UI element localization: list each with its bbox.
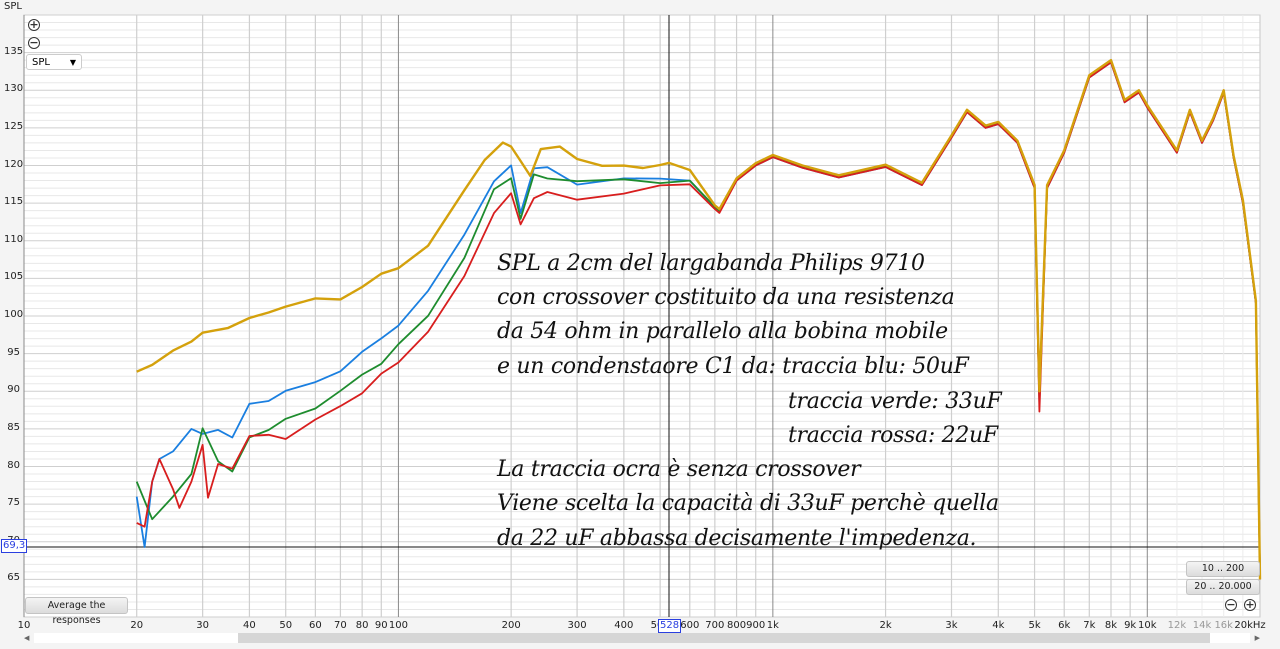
x-tick-label: 10k bbox=[1138, 620, 1157, 631]
x-tick-label: 8k bbox=[1104, 620, 1118, 631]
y-tick-label: 65 bbox=[7, 572, 20, 584]
x-tick-label: 900 bbox=[746, 620, 766, 631]
annotation-line: Viene scelta la capacità di 33uF perchè … bbox=[497, 491, 999, 516]
x-tick-label: 20kHz bbox=[1234, 620, 1266, 631]
average-responses-button[interactable]: Average the responses bbox=[25, 597, 128, 626]
x-tick-label: 2k bbox=[879, 620, 892, 631]
x-tick-label: 30 bbox=[196, 620, 210, 631]
y-tick-label: 90 bbox=[7, 384, 20, 396]
x-tick-label: 200 bbox=[501, 620, 521, 631]
zoom-in-icon[interactable]: + bbox=[28, 18, 40, 31]
x-tick-label: 600 bbox=[680, 620, 700, 631]
cursor-lines bbox=[24, 15, 1260, 617]
y-tick-label: 105 bbox=[4, 271, 24, 283]
range-10-200-button[interactable]: 10 .. 200 bbox=[1186, 561, 1260, 577]
annotation-line: traccia verde: 33uF bbox=[788, 389, 1002, 414]
y-tick-label: 100 bbox=[4, 309, 24, 320]
y-tick-label: 85 bbox=[7, 421, 20, 433]
x-tick-label: 40 bbox=[243, 620, 256, 631]
grid bbox=[23, 14, 1261, 618]
x-tick-label: 7k bbox=[1083, 620, 1096, 631]
annotation-line: traccia rossa: 22uF bbox=[788, 423, 998, 448]
x-tick-label: 14k bbox=[1192, 620, 1212, 631]
annotation-line: con crossover costituito da una resisten… bbox=[497, 285, 955, 310]
y-tick-label: 125 bbox=[4, 120, 24, 132]
x-tick-label: 6k bbox=[1058, 620, 1071, 631]
x-tick-label: 300 bbox=[567, 620, 587, 631]
x-tick-label: 10 bbox=[17, 620, 31, 631]
cursor-freq-label: 528 bbox=[658, 619, 682, 633]
y-tick-label: 130 bbox=[4, 83, 24, 95]
annotation-line: e un condenstaore C1 da: traccia blu: 50… bbox=[497, 354, 969, 379]
x-zoom-out-icon[interactable]: − bbox=[1225, 598, 1237, 611]
x-tick-label: 60 bbox=[308, 620, 322, 631]
horizontal-scrollbar[interactable]: ◀ ▶ bbox=[24, 633, 1260, 643]
y-tick-label: 110 bbox=[4, 233, 24, 245]
cursor-db-label: 69,3 bbox=[1, 539, 28, 553]
graph-type-value: SPL bbox=[32, 57, 50, 68]
annotation-line: da 22 uF abbassa decisamente l'impedenza… bbox=[497, 526, 977, 551]
y-tick-label: 80 bbox=[7, 459, 20, 471]
range-20-20000-button[interactable]: 20 .. 20.000 bbox=[1186, 579, 1260, 595]
x-tick-label: 12k bbox=[1167, 620, 1187, 631]
y-axis-title: SPL bbox=[4, 1, 22, 12]
x-tick-label: 700 bbox=[705, 620, 725, 631]
x-tick-label: 800 bbox=[727, 620, 747, 631]
chevron-down-icon: ▼ bbox=[69, 58, 76, 67]
x-tick-label: 400 bbox=[614, 620, 634, 631]
x-zoom-in-icon[interactable]: + bbox=[1244, 598, 1256, 611]
y-tick-label: 75 bbox=[7, 497, 20, 509]
y-tick-label: 115 bbox=[4, 196, 24, 208]
y-tick-label: 120 bbox=[4, 158, 24, 170]
scroll-left-icon[interactable]: ◀ bbox=[24, 634, 30, 642]
zoom-out-icon[interactable]: − bbox=[28, 36, 40, 49]
x-tick-label: 1k bbox=[766, 620, 779, 631]
x-tick-label: 20 bbox=[130, 620, 144, 631]
x-tick-label: 90 bbox=[374, 620, 388, 631]
x-tick-label: 80 bbox=[355, 620, 369, 631]
y-tick-label: 135 bbox=[4, 45, 24, 57]
y-tick-label: 95 bbox=[7, 346, 20, 358]
annotation-line: da 54 ohm in parallelo alla bobina mobil… bbox=[497, 319, 948, 344]
annotation-line: La traccia ocra è senza crossover bbox=[497, 457, 861, 482]
scrollbar-track-right bbox=[1210, 633, 1250, 643]
x-tick-label: 100 bbox=[388, 620, 408, 631]
graph-type-select[interactable]: SPL ▼ bbox=[26, 54, 82, 70]
x-tick-label: 50 bbox=[279, 620, 293, 631]
x-tick-label: 5k bbox=[1028, 620, 1041, 631]
scrollbar-thumb[interactable] bbox=[238, 633, 1210, 643]
x-tick-label: 16k bbox=[1214, 620, 1233, 631]
series-lines bbox=[135, 58, 1262, 580]
x-tick-label: 4k bbox=[992, 620, 1005, 631]
scroll-right-icon[interactable]: ▶ bbox=[1254, 634, 1260, 642]
annotation-line: SPL a 2cm del largabanda Philips 9710 bbox=[497, 251, 925, 276]
x-tick-label: 70 bbox=[334, 620, 347, 631]
x-tick-label: 3k bbox=[945, 620, 958, 631]
series-red-line bbox=[136, 61, 1261, 580]
x-tick-label: 9k bbox=[1124, 620, 1137, 631]
scrollbar-track-left bbox=[34, 633, 238, 643]
series-ochre-line bbox=[136, 58, 1262, 580]
